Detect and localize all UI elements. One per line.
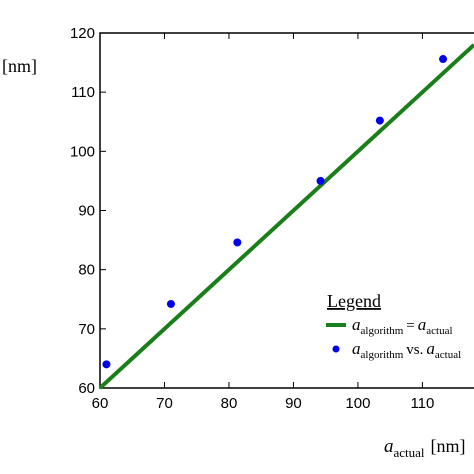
legend-dot-swatch xyxy=(332,345,340,353)
data-point-2 xyxy=(233,238,242,247)
data-point-5 xyxy=(439,55,448,64)
x-axis-var: a xyxy=(384,436,394,457)
legend-dot-label: aalgorithm vs. aactual xyxy=(352,339,461,361)
data-point-4 xyxy=(375,116,384,125)
y-tick-label-0: 60 xyxy=(78,380,95,397)
x-tick-label-0: 60 xyxy=(92,395,109,412)
data-point-3 xyxy=(316,176,325,185)
x-axis-unit: [nm] xyxy=(431,436,466,456)
data-point-1 xyxy=(166,299,175,308)
x-tick-labels: 60 70 80 90 100 110 xyxy=(92,395,435,412)
scatter-series xyxy=(102,55,448,369)
y-axis-label: [nm] xyxy=(2,56,37,76)
y-tick-label-5: 110 xyxy=(71,84,95,101)
data-point-0 xyxy=(102,360,111,369)
y-tick-label-4: 100 xyxy=(70,143,95,160)
x-tick-label-3: 90 xyxy=(285,395,302,412)
tick-marks xyxy=(99,32,423,389)
y-tick-labels: 60 70 80 90 100 110 120 xyxy=(70,25,95,397)
legend: Legend aalgorithm = aactual aalgorithm vs. a… xyxy=(326,291,461,361)
identity-line xyxy=(98,43,474,390)
y-tick-label-3: 90 xyxy=(78,203,95,220)
x-tick-label-1: 70 xyxy=(156,395,173,412)
x-tick-label-4: 100 xyxy=(345,395,370,412)
x-axis-sub: actual xyxy=(394,445,425,460)
identity-line-series xyxy=(98,43,474,390)
y-tick-label-1: 70 xyxy=(78,321,95,338)
y-tick-label-2: 80 xyxy=(78,262,95,279)
x-tick-label-2: 80 xyxy=(221,395,238,412)
x-axis-label: aactual [nm] xyxy=(384,436,466,460)
legend-line-label: aalgorithm = aactual xyxy=(352,315,453,337)
y-tick-label-6: 120 xyxy=(70,25,95,42)
x-tick-label-5: 110 xyxy=(410,395,434,412)
legend-title: Legend xyxy=(327,291,381,311)
